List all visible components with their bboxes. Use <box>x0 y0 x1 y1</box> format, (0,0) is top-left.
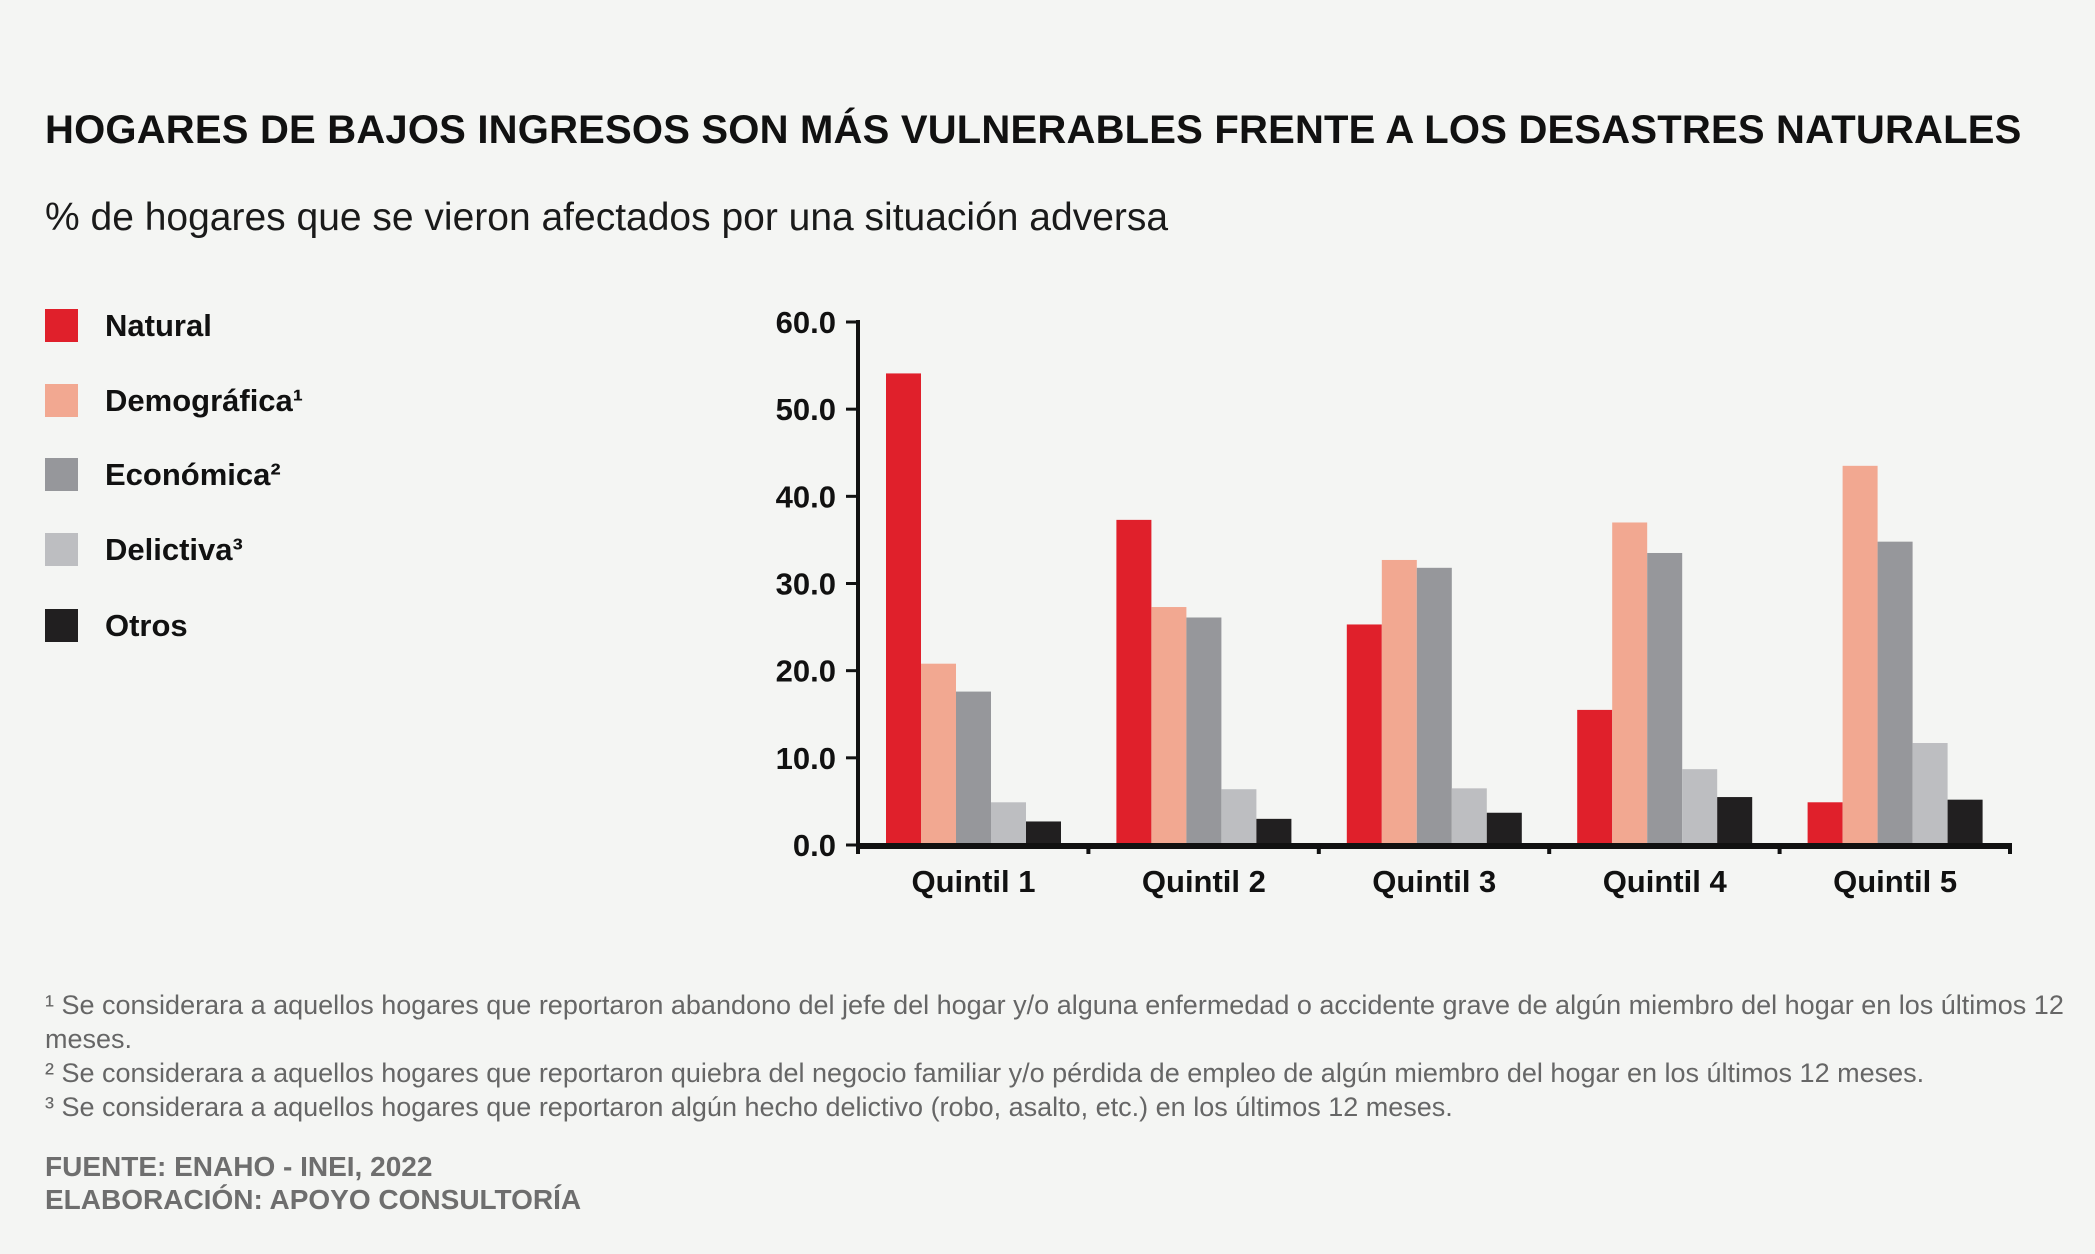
x-tick-label-4: Quintil 4 <box>1603 864 1728 899</box>
legend-swatch-otros <box>45 609 78 642</box>
y-tick-label-2: 20.0 <box>776 654 836 689</box>
bar-2-5 <box>1842 465 1878 845</box>
footnote-1: ¹ Se considerara a aquellos hogares que … <box>45 990 2064 1054</box>
bar-5-4 <box>1717 797 1753 845</box>
source-fuente: FUENTE: ENAHO - INEI, 2022 <box>45 1151 433 1182</box>
legend-label-economica: Económica² <box>105 457 281 492</box>
bar-4-3 <box>1451 788 1487 845</box>
chart-title: HOGARES DE BAJOS INGRESOS SON MÁS VULNER… <box>45 108 2022 152</box>
source: FUENTE: ENAHO - INEI, 2022 ELABORACIÓN: … <box>45 1150 581 1216</box>
footnote-2: ² Se considerara a aquellos hogares que … <box>45 1058 1925 1088</box>
bar-3-2 <box>1186 617 1222 845</box>
bar-5-1 <box>1026 821 1061 845</box>
bar-2-1 <box>921 663 956 845</box>
bar-4-5 <box>1912 743 1948 845</box>
bar-2-4 <box>1612 522 1648 845</box>
footnote-3: ³ Se considerara a aquellos hogares que … <box>45 1092 1453 1122</box>
bar-3-1 <box>956 691 991 845</box>
chart-subtitle: % de hogares que se vieron afectados por… <box>45 196 1169 239</box>
bar-5-5 <box>1947 799 1983 845</box>
y-tick-label-6: 60.0 <box>776 305 836 340</box>
y-tick-label-1: 10.0 <box>776 741 836 776</box>
bar-4-1 <box>991 802 1026 845</box>
legend-label-demografica: Demográfica¹ <box>105 383 304 418</box>
x-tick-label-3: Quintil 3 <box>1372 864 1496 899</box>
bar-5-3 <box>1486 812 1522 845</box>
bar-3-4 <box>1647 552 1683 845</box>
y-tick-label-5: 50.0 <box>776 392 836 427</box>
bar-2-3 <box>1381 559 1417 845</box>
x-tick-label-5: Quintil 5 <box>1833 864 1957 899</box>
bar-1-1 <box>886 373 921 845</box>
bar-2-2 <box>1151 607 1187 845</box>
legend-label-delictiva: Delictiva³ <box>105 532 243 567</box>
bar-4-2 <box>1221 789 1257 845</box>
y-tick-label-4: 40.0 <box>776 479 836 514</box>
bar-4-4 <box>1682 769 1718 845</box>
bar-5-2 <box>1256 818 1292 845</box>
y-tick-label-0: 0.0 <box>793 828 836 863</box>
footnotes: ¹ Se considerara a aquellos hogares que … <box>45 988 2065 1124</box>
source-elaboracion: ELABORACIÓN: APOYO CONSULTORÍA <box>45 1184 582 1215</box>
legend-swatch-demografica <box>45 384 78 417</box>
legend-swatch-natural <box>45 309 78 342</box>
bar-1-2 <box>1116 519 1152 845</box>
bar-1-5 <box>1807 802 1843 845</box>
x-tick-label-1: Quintil 1 <box>912 864 1036 899</box>
legend-label-otros: Otros <box>105 608 188 643</box>
legend-swatch-delictiva <box>45 533 78 566</box>
y-tick-label-3: 30.0 <box>776 567 836 602</box>
x-tick-label-2: Quintil 2 <box>1142 864 1266 899</box>
legend-label-natural: Natural <box>105 308 212 343</box>
bar-1-3 <box>1346 624 1382 845</box>
bar-1-4 <box>1577 709 1613 845</box>
bar-3-3 <box>1416 567 1452 845</box>
bar-3-5 <box>1877 541 1913 845</box>
legend-swatch-economica <box>45 458 78 491</box>
